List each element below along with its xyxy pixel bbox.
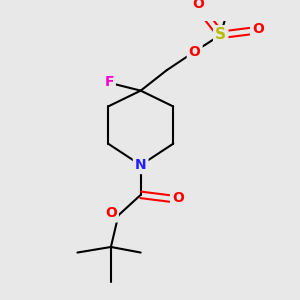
Text: O: O <box>192 0 204 11</box>
Text: O: O <box>189 45 201 58</box>
Text: N: N <box>135 158 146 172</box>
Text: O: O <box>252 22 264 36</box>
Text: S: S <box>215 27 226 42</box>
Text: O: O <box>172 190 184 205</box>
Text: O: O <box>105 206 117 220</box>
Text: F: F <box>104 75 114 89</box>
